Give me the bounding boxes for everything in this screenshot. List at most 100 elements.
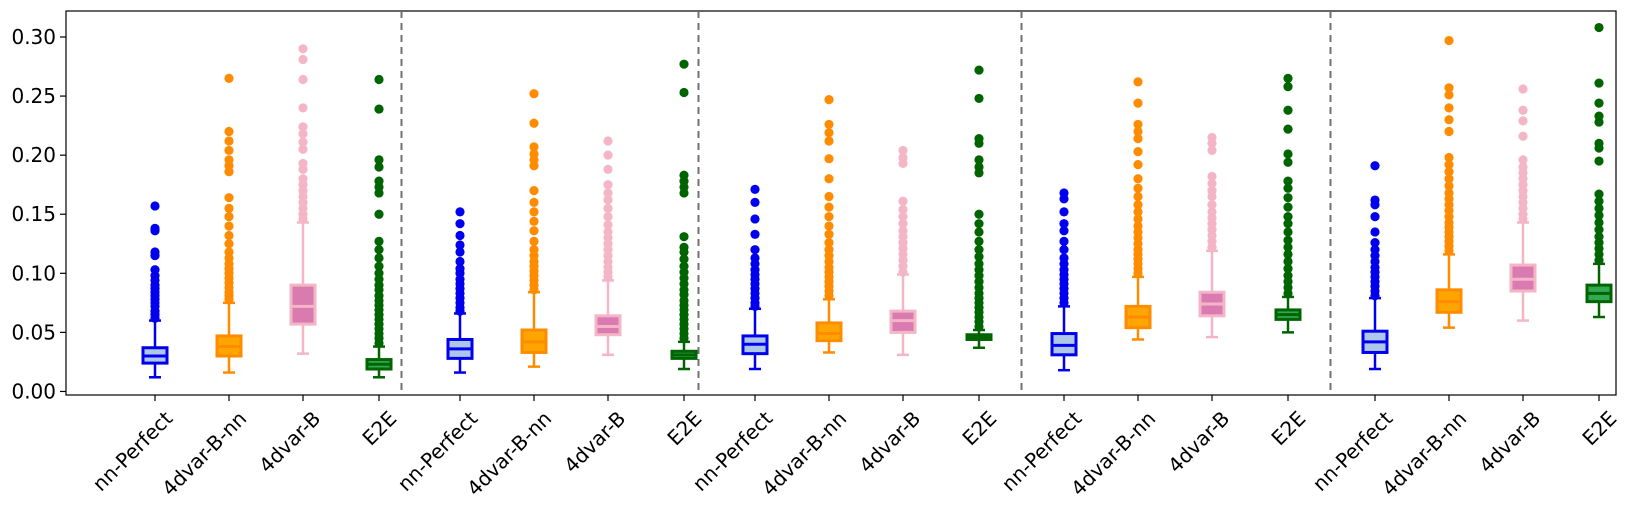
box-4dvar-b (594, 136, 622, 357)
outlier-point (603, 195, 613, 205)
outlier-point (824, 128, 834, 138)
outlier-point (224, 193, 234, 203)
box-4dvar-b (1198, 132, 1226, 339)
outlier-point (1444, 152, 1454, 163)
outlier-point (603, 164, 613, 174)
outlier-point (824, 221, 834, 231)
y-tick-label: 0.05 (11, 320, 56, 344)
outlier-point (529, 226, 539, 236)
outlier-point (150, 223, 160, 234)
outlier-point (974, 93, 984, 104)
outlier-point (1594, 78, 1604, 88)
outlier-point (603, 203, 613, 213)
outlier-point (1370, 237, 1380, 248)
outlier-point (898, 145, 908, 156)
outlier-point (1133, 174, 1143, 184)
outlier-point (1518, 105, 1528, 115)
y-tick-label: 0.30 (11, 25, 56, 49)
outlier-point (974, 259, 984, 269)
outlier-point (750, 184, 760, 195)
outlier-point (298, 129, 308, 139)
outlier-point (150, 247, 160, 257)
outlier-point (824, 136, 834, 146)
outlier-point (1444, 35, 1454, 46)
outlier-point (1594, 189, 1604, 199)
outlier-point (529, 216, 539, 226)
outlier-point (1594, 224, 1604, 235)
outlier-point (455, 263, 465, 274)
outlier-point (1444, 83, 1454, 93)
outlier-point (1133, 134, 1143, 144)
outlier-point (1133, 126, 1143, 137)
outlier-point (974, 219, 984, 229)
outlier-point (1444, 174, 1454, 184)
outlier-point (824, 95, 834, 105)
outlier-point (1283, 219, 1293, 229)
outlier-point (1444, 167, 1454, 177)
outlier-point (1059, 226, 1069, 236)
outlier-point (1283, 105, 1293, 115)
x-tick-label: 4dvar-B (1163, 406, 1234, 477)
outlier-point (750, 197, 760, 208)
outlier-point (1444, 160, 1454, 170)
box-e2e (1585, 22, 1613, 319)
outlier-point (224, 247, 234, 257)
outlier-point (1594, 138, 1604, 148)
x-tick-label: E2E (1577, 406, 1621, 450)
outlier-point (603, 220, 613, 230)
outlier-point (1207, 178, 1217, 189)
outlier-point (298, 144, 308, 154)
outlier-point (1059, 245, 1069, 255)
outlier-point (529, 118, 539, 128)
outlier-point (1283, 263, 1293, 274)
outlier-point (1444, 126, 1454, 137)
outlier-point (898, 211, 908, 222)
outlier-point (298, 122, 308, 132)
outlier-point (224, 126, 234, 137)
outlier-point (679, 261, 689, 271)
y-axis: 0.00 0.05 0.10 0.15 0.20 0.25 0.30 (11, 25, 66, 403)
outlier-point (1133, 147, 1143, 157)
outlier-point (679, 170, 689, 180)
outlier-point (1133, 98, 1143, 108)
box-4dvar-b-nn (1124, 77, 1152, 341)
outlier-point (603, 136, 613, 146)
outlier-point (1518, 84, 1528, 94)
outlier-point (824, 245, 834, 255)
outlier-point (679, 242, 689, 252)
outlier-point (1283, 211, 1293, 222)
outlier-point (1594, 196, 1604, 206)
outlier-point (1283, 271, 1293, 281)
outlier-point (1133, 200, 1143, 210)
outlier-point (1370, 161, 1380, 171)
outlier-point (455, 207, 465, 217)
outlier-point (1283, 227, 1293, 237)
outlier-point (1518, 162, 1528, 172)
outlier-point (974, 155, 984, 165)
outlier-point (455, 247, 465, 257)
outlier-point (824, 202, 834, 212)
outlier-point (974, 245, 984, 255)
box-nn-perfect (141, 201, 169, 379)
outlier-point (1518, 155, 1528, 165)
outlier-point (974, 209, 984, 219)
outlier-point (1133, 183, 1143, 193)
outlier-point (374, 104, 384, 114)
outlier-point (974, 65, 984, 75)
outlier-point (1370, 195, 1380, 205)
outlier-point (374, 155, 384, 165)
outlier-point (750, 214, 760, 224)
outlier-point (898, 226, 908, 236)
box-nn-perfect (446, 207, 474, 374)
x-tick-label: E2E (1266, 406, 1310, 450)
iqr-box (815, 321, 843, 343)
outlier-point (750, 229, 760, 239)
outlier-point (1370, 227, 1380, 237)
outlier-point (298, 74, 308, 85)
outlier-point (529, 89, 539, 99)
outlier-point (374, 253, 384, 263)
outlier-point (1283, 249, 1293, 259)
y-tick-label: 0.10 (11, 261, 56, 285)
x-tick-label: E2E (357, 406, 401, 450)
